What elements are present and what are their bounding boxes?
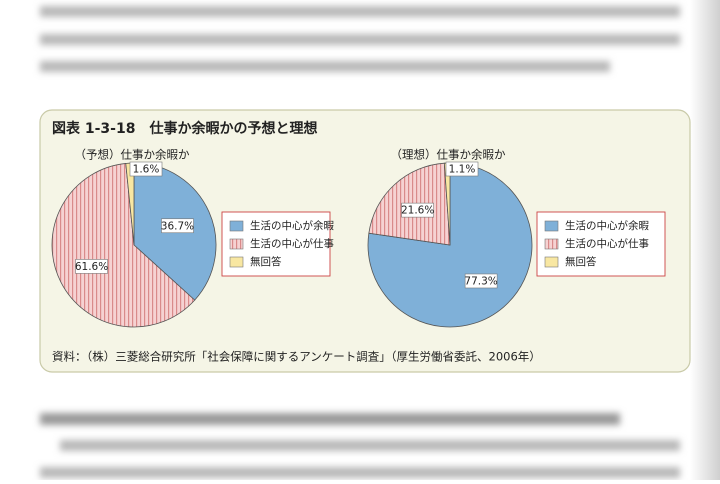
legend-swatch [544, 238, 559, 250]
value-label: 21.6% [401, 205, 434, 217]
page-edge-shadow [690, 0, 720, 480]
pie-title: （理想）仕事か余暇か [391, 148, 506, 162]
legend-box [536, 211, 666, 277]
value-label-box [464, 273, 498, 289]
legend-swatch [544, 220, 559, 232]
value-label: 36.7% [161, 220, 194, 232]
legend-label: 生活の中心が仕事 [250, 237, 334, 250]
pie-title: （予想）仕事か余暇か [75, 148, 190, 162]
value-label-box [445, 161, 479, 177]
legend-label: 無回答 [565, 255, 597, 268]
value-label-box [401, 202, 434, 218]
legend-label: 無回答 [250, 255, 282, 268]
blurred-text [40, 6, 680, 478]
legend-swatch [544, 256, 559, 268]
value-label-box [75, 259, 108, 274]
legend-swatch [229, 220, 244, 232]
legend-label: 生活の中心が余暇 [250, 219, 334, 232]
legend-swatch [229, 256, 244, 268]
figure-box [39, 109, 691, 373]
value-label-box [129, 161, 163, 177]
figure-source: 資料：（株）三菱総合研究所「社会保障に関するアンケート調査」（厚生労働省委託、2… [52, 350, 541, 364]
legend-label: 生活の中心が余暇 [565, 219, 649, 232]
value-label: 77.3% [464, 275, 497, 287]
legend-swatch [229, 238, 244, 250]
figure-title: 図表 1-3-18 仕事か余暇かの予想と理想 [52, 120, 317, 137]
legend-label: 生活の中心が仕事 [565, 237, 649, 250]
pie-slice [51, 162, 196, 328]
value-label: 61.6% [75, 261, 108, 273]
value-label: 1.6% [133, 164, 160, 176]
value-label-box [161, 218, 194, 234]
value-label: 1.1% [449, 164, 476, 176]
